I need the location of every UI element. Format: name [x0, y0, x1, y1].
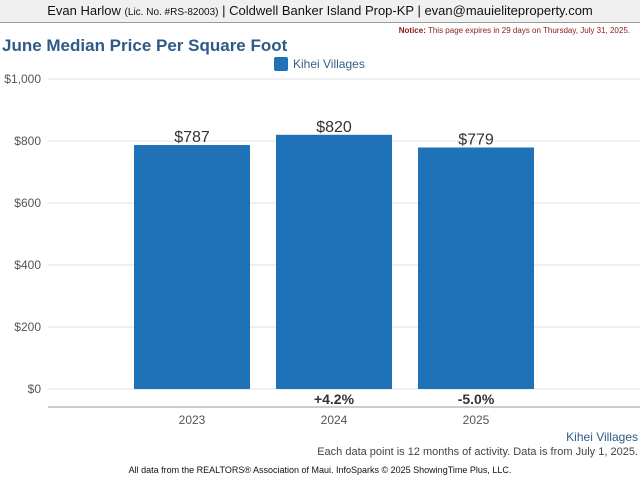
bar [134, 145, 250, 389]
chart-title: June Median Price Per Square Foot [2, 36, 288, 55]
header-separator: | [218, 3, 230, 18]
x-tick-label: 2023 [179, 413, 206, 427]
y-tick-label: $600 [14, 196, 41, 210]
expiry-notice: Notice: This page expires in 29 days on … [399, 26, 630, 35]
agent-license: (Lic. No. #RS-82003) [124, 7, 219, 18]
bar-chart: $0 $200 $400 $600 $800 $1,000 $787 2023 $820 +4.2… [4, 72, 640, 427]
x-tick-label: 2025 [463, 413, 490, 427]
change-label: +4.2% [314, 391, 355, 407]
chart-legend[interactable]: Kihei Villages [274, 57, 365, 71]
agent-name: Evan Harlow [47, 3, 121, 18]
brokerage-name: Coldwell Banker Island Prop-KP [229, 3, 414, 18]
legend-label: Kihei Villages [293, 57, 365, 71]
y-tick-label: $0 [28, 382, 42, 396]
data-source: All data from the REALTORS® Association … [128, 465, 512, 475]
bar-value-label: $779 [458, 132, 494, 149]
agent-header: Evan Harlow (Lic. No. #RS-82003) | Coldw… [0, 0, 640, 23]
bar [276, 134, 392, 389]
legend-swatch [274, 57, 288, 71]
y-tick-label: $1,000 [4, 72, 41, 86]
bar-value-label: $820 [316, 119, 352, 136]
x-tick-label: 2024 [321, 413, 348, 427]
y-tick-label: $200 [14, 320, 41, 334]
y-tick-label: $800 [14, 134, 41, 148]
bar [418, 147, 534, 389]
series-footer-label: Kihei Villages [566, 430, 638, 444]
bar-value-label: $787 [174, 129, 210, 146]
data-note: Each data point is 12 months of activity… [317, 446, 638, 458]
y-tick-label: $400 [14, 258, 41, 272]
notice-text: This page expires in 29 days on Thursday… [425, 26, 630, 35]
change-label: -5.0% [458, 391, 495, 407]
notice-label: Notice: [398, 26, 426, 35]
agent-email[interactable]: evan@mauieliteproperty.com [424, 3, 593, 18]
header-separator: | [413, 3, 425, 18]
